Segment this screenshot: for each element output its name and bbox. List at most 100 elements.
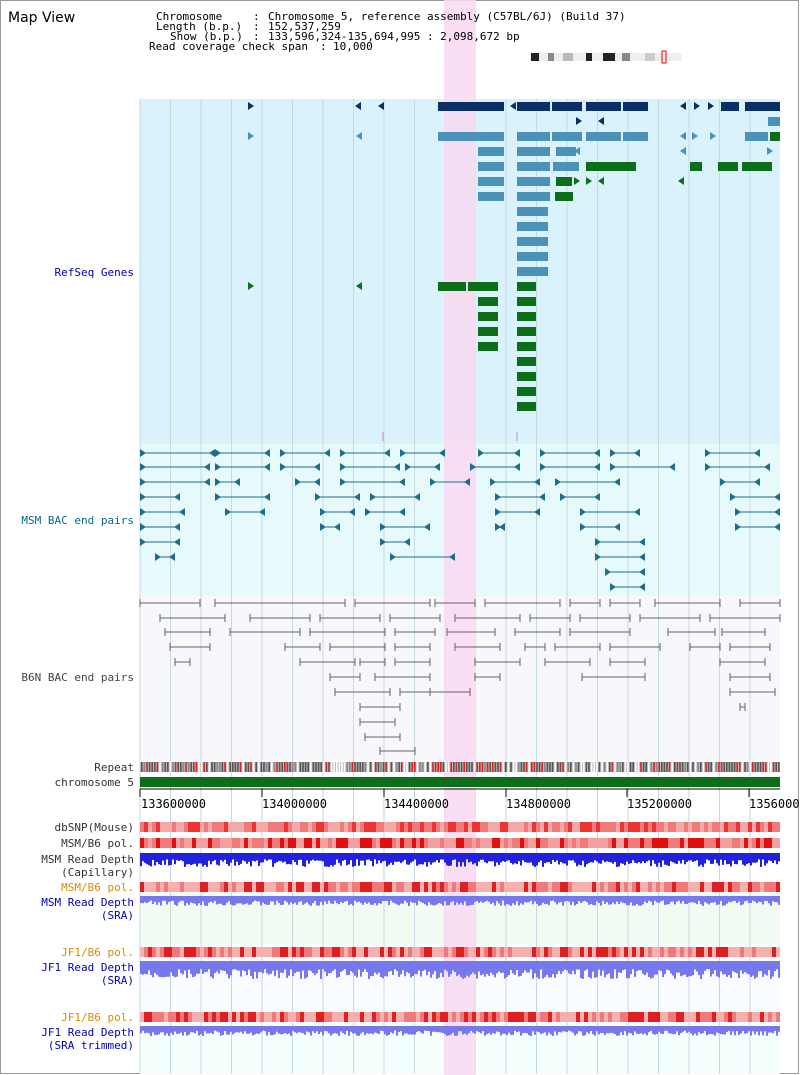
jf1-depth-sra-trimmed-bar [392,1026,394,1034]
msm-pol-sra-heat-cell [624,882,628,892]
msm-depth-sra-bar [286,896,288,903]
dbsnp-heat-cell [240,822,244,832]
gene-strand-arrow [708,102,714,110]
jf1-depth-sra-trimmed-bar [456,1026,458,1036]
msm-depth-sra-bar [438,896,440,904]
repeat-element [382,762,385,772]
msm-bac-end [434,463,440,471]
msm-depth-sra-bar [182,896,184,901]
jf1-depth-sra-bar [290,961,292,970]
track-label-jf1-depth-2[interactable]: JF1 Read Depth [41,1026,134,1039]
msm-depth-capillary-bar [394,853,396,862]
track-label-b6n-bac[interactable]: B6N BAC end pairs [21,671,134,684]
jf1-depth-sra-bar [570,961,572,975]
repeat-element [642,762,645,772]
gene-strand-arrow [598,177,604,185]
jf1-depth-sra-bar [604,961,606,978]
jf1-depth-sra-bar [424,961,426,970]
msm-pol-heat-cell [604,838,608,848]
repeat-element [445,762,447,772]
msm-depth-sra-bar [706,896,708,904]
jf1-pol-heat-cell [624,947,628,957]
jf1-depth-sra-trimmed-bar [604,1026,606,1035]
jf1-depth-sra-bar [176,961,178,977]
msm-depth-sra-bar [718,896,720,905]
msm-depth-sra-bar [702,896,704,906]
track-label-msm-pol-2[interactable]: MSM/B6 pol. [61,881,134,894]
msm-pol-heat-cell [512,838,516,848]
msm-depth-capillary-bar [422,853,424,865]
repeat-element [772,762,775,772]
jf1-depth-sra-trimmed-bar [710,1026,712,1034]
msm-depth-sra-bar [390,896,392,901]
jf1-pol-trimmed-heat-cell [536,1012,540,1022]
msm-pol-heat-cell [448,838,452,848]
jf1-pol-trimmed-heat-cell [456,1012,460,1022]
msm-depth-sra-bar [400,896,402,904]
msm-pol-heat-cell [472,838,476,848]
track-label-refseq[interactable]: RefSeq Genes [54,266,134,279]
msm-depth-capillary-bar [412,853,414,862]
track-label-repeat[interactable]: Repeat [94,761,134,774]
dbsnp-heat-cell [568,822,572,832]
msm-pol-sra-heat-cell [632,882,636,892]
jf1-pol-trimmed-heat-cell [184,1012,188,1022]
msm-depth-sra-bar [746,896,748,901]
msm-depth-capillary-bar [726,853,728,865]
dbsnp-heat-cell [508,822,512,832]
msm-depth-capillary-bar [686,853,688,862]
jf1-pol-heat-cell [752,947,756,957]
jf1-pol-heat-cell [604,947,608,957]
msm-pol-sra-heat-cell [564,882,568,892]
jf1-depth-sra-trimmed-bar [758,1026,760,1036]
track-label-msm-pol-1[interactable]: MSM/B6 pol. [61,837,134,850]
jf1-depth-sra-bar [216,961,218,972]
msm-depth-capillary-bar [232,853,234,860]
jf1-pol-trimmed-heat-cell [624,1012,628,1022]
msm-bac-end [540,449,546,457]
dbsnp-heat-cell [288,822,292,832]
jf1-depth-sra-bar [274,961,276,977]
repeat-element [741,762,744,772]
track-label-msm-depth-cap[interactable]: MSM Read Depth [41,853,134,866]
jf1-depth-sra-trimmed-bar [436,1026,438,1033]
jf1-depth-sra-trimmed-bar [568,1026,570,1031]
jf1-depth-sra-bar [638,961,640,971]
track-label-jf1-pol-2[interactable]: JF1/B6 pol. [61,1011,134,1024]
repeat-element [187,762,190,772]
jf1-depth-sra-bar [318,961,320,970]
dbsnp-heat-cell [320,822,324,832]
track-label-msm-bac[interactable]: MSM BAC end pairs [21,514,134,527]
repeat-element [622,762,624,772]
msm-depth-sra-bar [468,896,470,906]
jf1-depth-sra-bar [258,961,260,973]
jf1-depth-sra-bar [612,961,614,979]
dbsnp-heat-cell [704,822,708,832]
msm-depth-sra-bar [180,896,182,901]
repeat-element [507,762,510,772]
jf1-pol-heat-cell [516,947,520,957]
msm-depth-sra-bar [502,896,504,901]
jf1-depth-sra-bar [708,961,710,970]
track-label-msm-depth-sra[interactable]: MSM Read Depth [41,896,134,909]
info-length-value: 152,537,259 [268,20,341,33]
msm-depth-capillary-bar [222,853,224,862]
jf1-depth-sra-bar [684,961,686,975]
jf1-depth-sra-trimmed-bar [452,1026,454,1033]
track-label-dbsnp[interactable]: dbSNP(Mouse) [54,821,134,834]
jf1-pol-trimmed-heat-cell [564,1012,568,1022]
msm-depth-capillary-bar [604,853,606,863]
info-span-label: Read coverage check span [149,40,308,53]
dbsnp-heat-cell [468,822,472,832]
dbsnp-heat-cell [312,822,316,832]
jf1-depth-sra-trimmed-bar [548,1026,550,1033]
msm-pol-sra-heat-cell [580,882,584,892]
msm-pol-sra-heat-cell [148,882,152,892]
track-label-jf1-depth-1[interactable]: JF1 Read Depth [41,961,134,974]
jf1-depth-sra-trimmed-bar [628,1026,630,1033]
jf1-depth-sra-trimmed-bar [216,1026,218,1032]
track-label-jf1-pol-1[interactable]: JF1/B6 pol. [61,946,134,959]
jf1-pol-heat-cell [416,947,420,957]
jf1-pol-heat-cell [292,947,296,957]
